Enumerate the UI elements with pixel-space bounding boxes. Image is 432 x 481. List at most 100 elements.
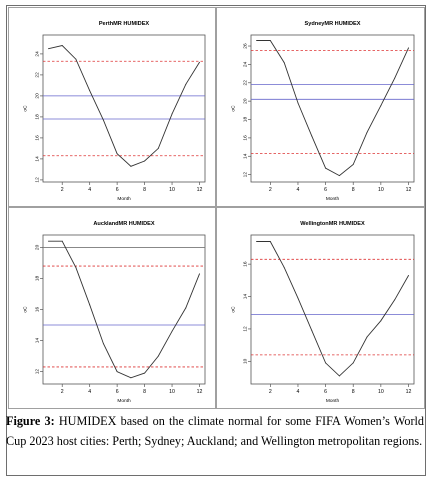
chart-panel-sydney: SydneyMR HUMIDEX 2 4 6 8 10 12 12 14 16 18 20 22 24 26… [216,7,425,207]
y-tick-label: 12 [34,177,40,183]
data-point [256,40,257,41]
chart-panel-wellington: WellingtonMR HUMIDEX 2 4 6 8 10 12 10 12 14 16 Mont… [216,207,425,409]
data-point [144,160,146,162]
y-tick-label: 24 [242,61,248,67]
x-tick-label: 10 [378,389,384,395]
x-axis-label: Month [117,196,131,202]
caption-label: Figure 3: [6,414,55,428]
data-point [157,147,159,149]
x-axis-label: Month [326,196,340,202]
x-tick-label: 8 [143,187,146,193]
chart-panel-auckland: AucklandMR HUMIDEX 2 4 6 8 10 12 12 14 16 18 20 Mont… [8,207,216,409]
x-axis-label: Month [117,398,131,404]
x-tick-label: 10 [169,389,175,395]
x-tick-label: 4 [88,389,91,395]
y-tick-label: 18 [34,114,40,120]
x-tick-label: 4 [88,187,91,193]
y-tick-label: 18 [242,117,248,123]
data-point [256,241,257,242]
y-tick-label: 16 [34,135,40,141]
x-axis-label: Month [326,398,340,404]
data-point [283,62,285,64]
y-tick-label: 14 [242,153,248,159]
chart-title: WellingtonMR HUMIDEX [300,221,365,227]
figure-frame: PerthMR HUMIDEX 2 4 6 8 10 12 12 14 16 18 20 22 24 Mon… [6,5,426,476]
data-point [338,175,340,177]
data-point [394,299,396,301]
y-tick-label: 10 [242,358,248,364]
data-point [89,90,91,92]
y-tick-label: 12 [242,326,248,332]
y-tick-label: 22 [34,72,40,78]
x-tick-label: 6 [116,187,119,193]
data-point [408,47,409,49]
x-tick-label: 12 [406,389,412,395]
plot-area [42,234,206,385]
y-tick-label: 14 [34,338,40,344]
data-point [269,40,271,41]
y-tick-label: 20 [34,93,40,99]
data-point [102,343,104,345]
y-axis-label: oC [230,306,236,313]
data-point [199,61,200,63]
data-point [338,375,340,377]
chart-svg: AucklandMR HUMIDEX 2 4 6 8 10 12 12 14 16 18 20 Mont… [22,221,206,404]
data-point [366,131,368,133]
x-tick-label: 6 [324,187,327,193]
data-point [297,102,299,104]
data-series-line [48,240,200,379]
x-tick-label: 12 [406,187,412,193]
data-point [408,275,409,276]
chart-title: PerthMR HUMIDEX [99,21,150,27]
data-point [199,273,200,275]
data-series-line [256,241,409,377]
y-axis-label: oC [22,105,28,112]
y-tick-label: 22 [242,80,248,86]
plot-area [250,234,415,385]
data-point [61,240,63,242]
data-point [380,320,382,322]
y-tick-label: 20 [34,244,40,250]
x-tick-label: 2 [269,187,272,193]
y-axis-label: oC [230,105,236,112]
data-point [380,105,382,107]
x-tick-label: 12 [197,389,203,395]
data-point [185,83,187,85]
data-point [352,164,354,165]
y-tick-label: 16 [242,135,248,141]
x-tick-label: 12 [197,187,203,193]
y-tick-label: 12 [242,172,248,178]
caption-text: HUMIDEX based on the climate normal for … [6,414,424,448]
data-point [269,241,271,242]
x-tick-label: 6 [324,389,327,395]
figure-caption: Figure 3: HUMIDEX based on the climate n… [6,411,424,451]
x-tick-label: 2 [269,389,272,395]
y-axis-label: oC [22,306,28,313]
data-point [48,240,49,242]
data-point [130,165,132,167]
x-tick-label: 10 [378,187,384,193]
data-point [102,119,104,121]
data-point [394,77,396,79]
x-tick-label: 8 [352,389,355,395]
chart-svg: WellingtonMR HUMIDEX 2 4 6 8 10 12 10 12 14 16 Mont… [230,221,415,404]
x-tick-label: 2 [61,187,64,193]
data-point [311,135,313,137]
y-tick-label: 20 [242,98,248,104]
x-tick-label: 6 [116,389,119,395]
y-tick-label: 14 [242,294,248,300]
data-point [61,45,63,46]
plot-area [42,34,206,183]
chart-title: AucklandMR HUMIDEX [93,221,154,227]
data-point [157,355,159,357]
y-tick-label: 16 [34,307,40,313]
chart-panel-perth: PerthMR HUMIDEX 2 4 6 8 10 12 12 14 16 18 20 22 24 Mon… [8,7,216,207]
y-tick-label: 24 [34,51,40,57]
chart-title: SydneyMR HUMIDEX [305,21,361,27]
x-tick-label: 4 [297,389,300,395]
data-point [130,377,132,379]
y-tick-label: 18 [34,275,40,281]
plot-area [250,34,415,183]
data-point [48,48,49,50]
